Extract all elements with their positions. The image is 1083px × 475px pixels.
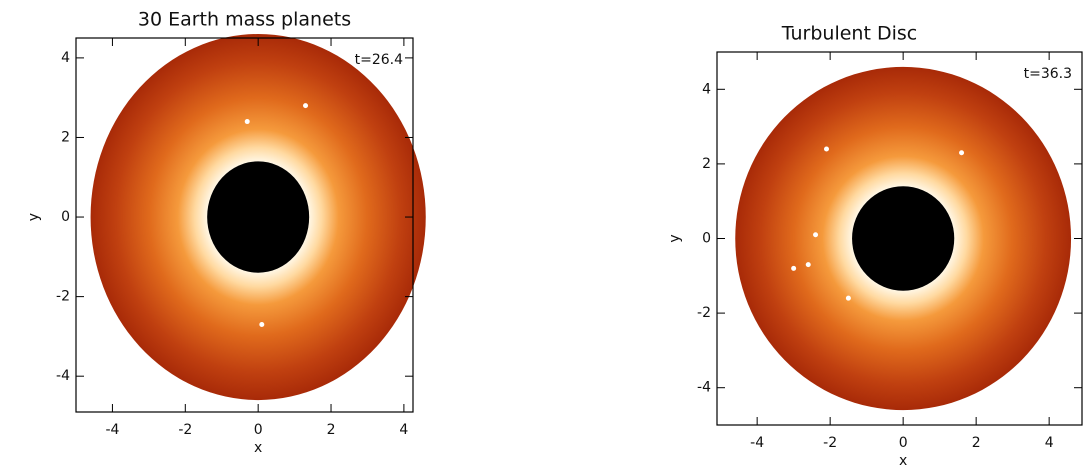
x-tick-label: -4 [750,435,764,451]
chart-title: Turbulent Disc [781,23,917,45]
annotation: t=36.3 [1024,66,1072,82]
x-tick-label: 0 [254,422,263,438]
planet [245,119,250,124]
planet [303,103,308,108]
x-tick-label: -2 [823,435,837,451]
y-axis-label: y [26,213,42,221]
y-tick-label: -4 [56,368,70,384]
y-tick-label: 2 [702,156,711,172]
x-axis-label: x [254,440,262,456]
y-tick-label: 4 [702,81,711,97]
y-tick-label: -4 [697,380,711,396]
figure: -4 -2 0 2 4 -4 -2 0 2 4 30 Earth mass planets t=26.… [0,0,1083,475]
y-tick-label: 0 [61,209,70,225]
planet [813,232,818,237]
x-tick-label: 0 [899,435,908,451]
planet [259,322,264,327]
x-axis-label: x [899,453,907,469]
x-tick-label: 4 [1045,435,1054,451]
x-tick-label: -2 [178,422,192,438]
disc-hole [852,186,954,290]
x-tick-label: 2 [972,435,981,451]
planet [791,266,796,271]
disc-hole [207,161,309,272]
y-tick-label: 4 [61,50,70,66]
y-axis-label: y [667,234,683,242]
y-tick-label: 2 [61,129,70,145]
planet [959,150,964,155]
planet [846,296,851,301]
chart-title: 30 Earth mass planets [138,9,351,31]
annotation: t=26.4 [355,52,403,68]
planet [806,262,811,267]
x-tick-label: 4 [399,422,408,438]
y-tick-label: 0 [702,231,711,247]
y-tick-label: -2 [56,289,70,305]
y-tick-label: -2 [697,305,711,321]
x-tick-label: 2 [327,422,336,438]
planet [824,146,829,151]
x-tick-label: -4 [105,422,119,438]
